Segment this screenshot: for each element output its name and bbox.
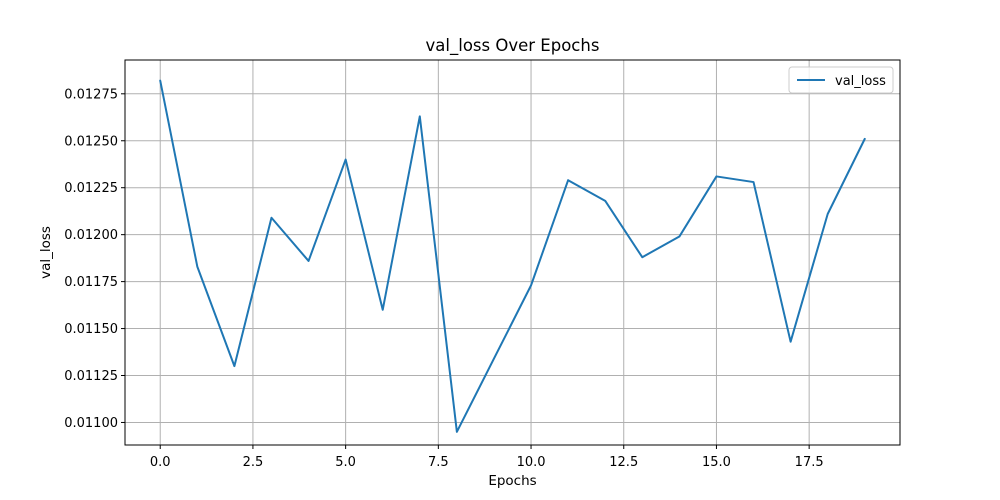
x-tick-label: 12.5 (609, 455, 638, 470)
grid (125, 60, 900, 445)
y-tick-label: 0.01125 (64, 369, 118, 384)
y-tick-label: 0.01150 (64, 322, 118, 337)
x-tick-label: 2.5 (243, 455, 264, 470)
series-line-val-loss (159, 79, 866, 433)
y-axis-title: val_loss (38, 226, 54, 279)
x-tick-label: 0.0 (150, 455, 171, 470)
y-tick-label: 0.01100 (64, 416, 118, 431)
y-tick-label: 0.01225 (64, 181, 118, 196)
x-tick-label: 17.5 (795, 455, 824, 470)
y-tick-label: 0.01200 (64, 228, 118, 243)
x-tick-label: 5.0 (335, 455, 356, 470)
x-axis-title: Epochs (488, 473, 536, 489)
x-tick-label: 15.0 (702, 455, 731, 470)
series-layer (159, 79, 866, 433)
plot-frame (124, 59, 901, 446)
legend-box (788, 66, 894, 94)
x-tick-label: 10.0 (517, 455, 546, 470)
y-tick-label: 0.01275 (64, 87, 118, 102)
y-tick-label: 0.01175 (64, 275, 118, 290)
chart-title: val_loss Over Epochs (426, 36, 600, 56)
x-tick-label: 7.5 (428, 455, 449, 470)
legend: val_loss (788, 66, 894, 94)
legend-label-val-loss: val_loss (835, 74, 886, 89)
axis-ticks: 0.0 2.5 5.0 7.5 10.0 12.5 15.0 17.5 0.01100 0.011… (64, 87, 823, 470)
y-tick-label: 0.01250 (64, 134, 118, 149)
